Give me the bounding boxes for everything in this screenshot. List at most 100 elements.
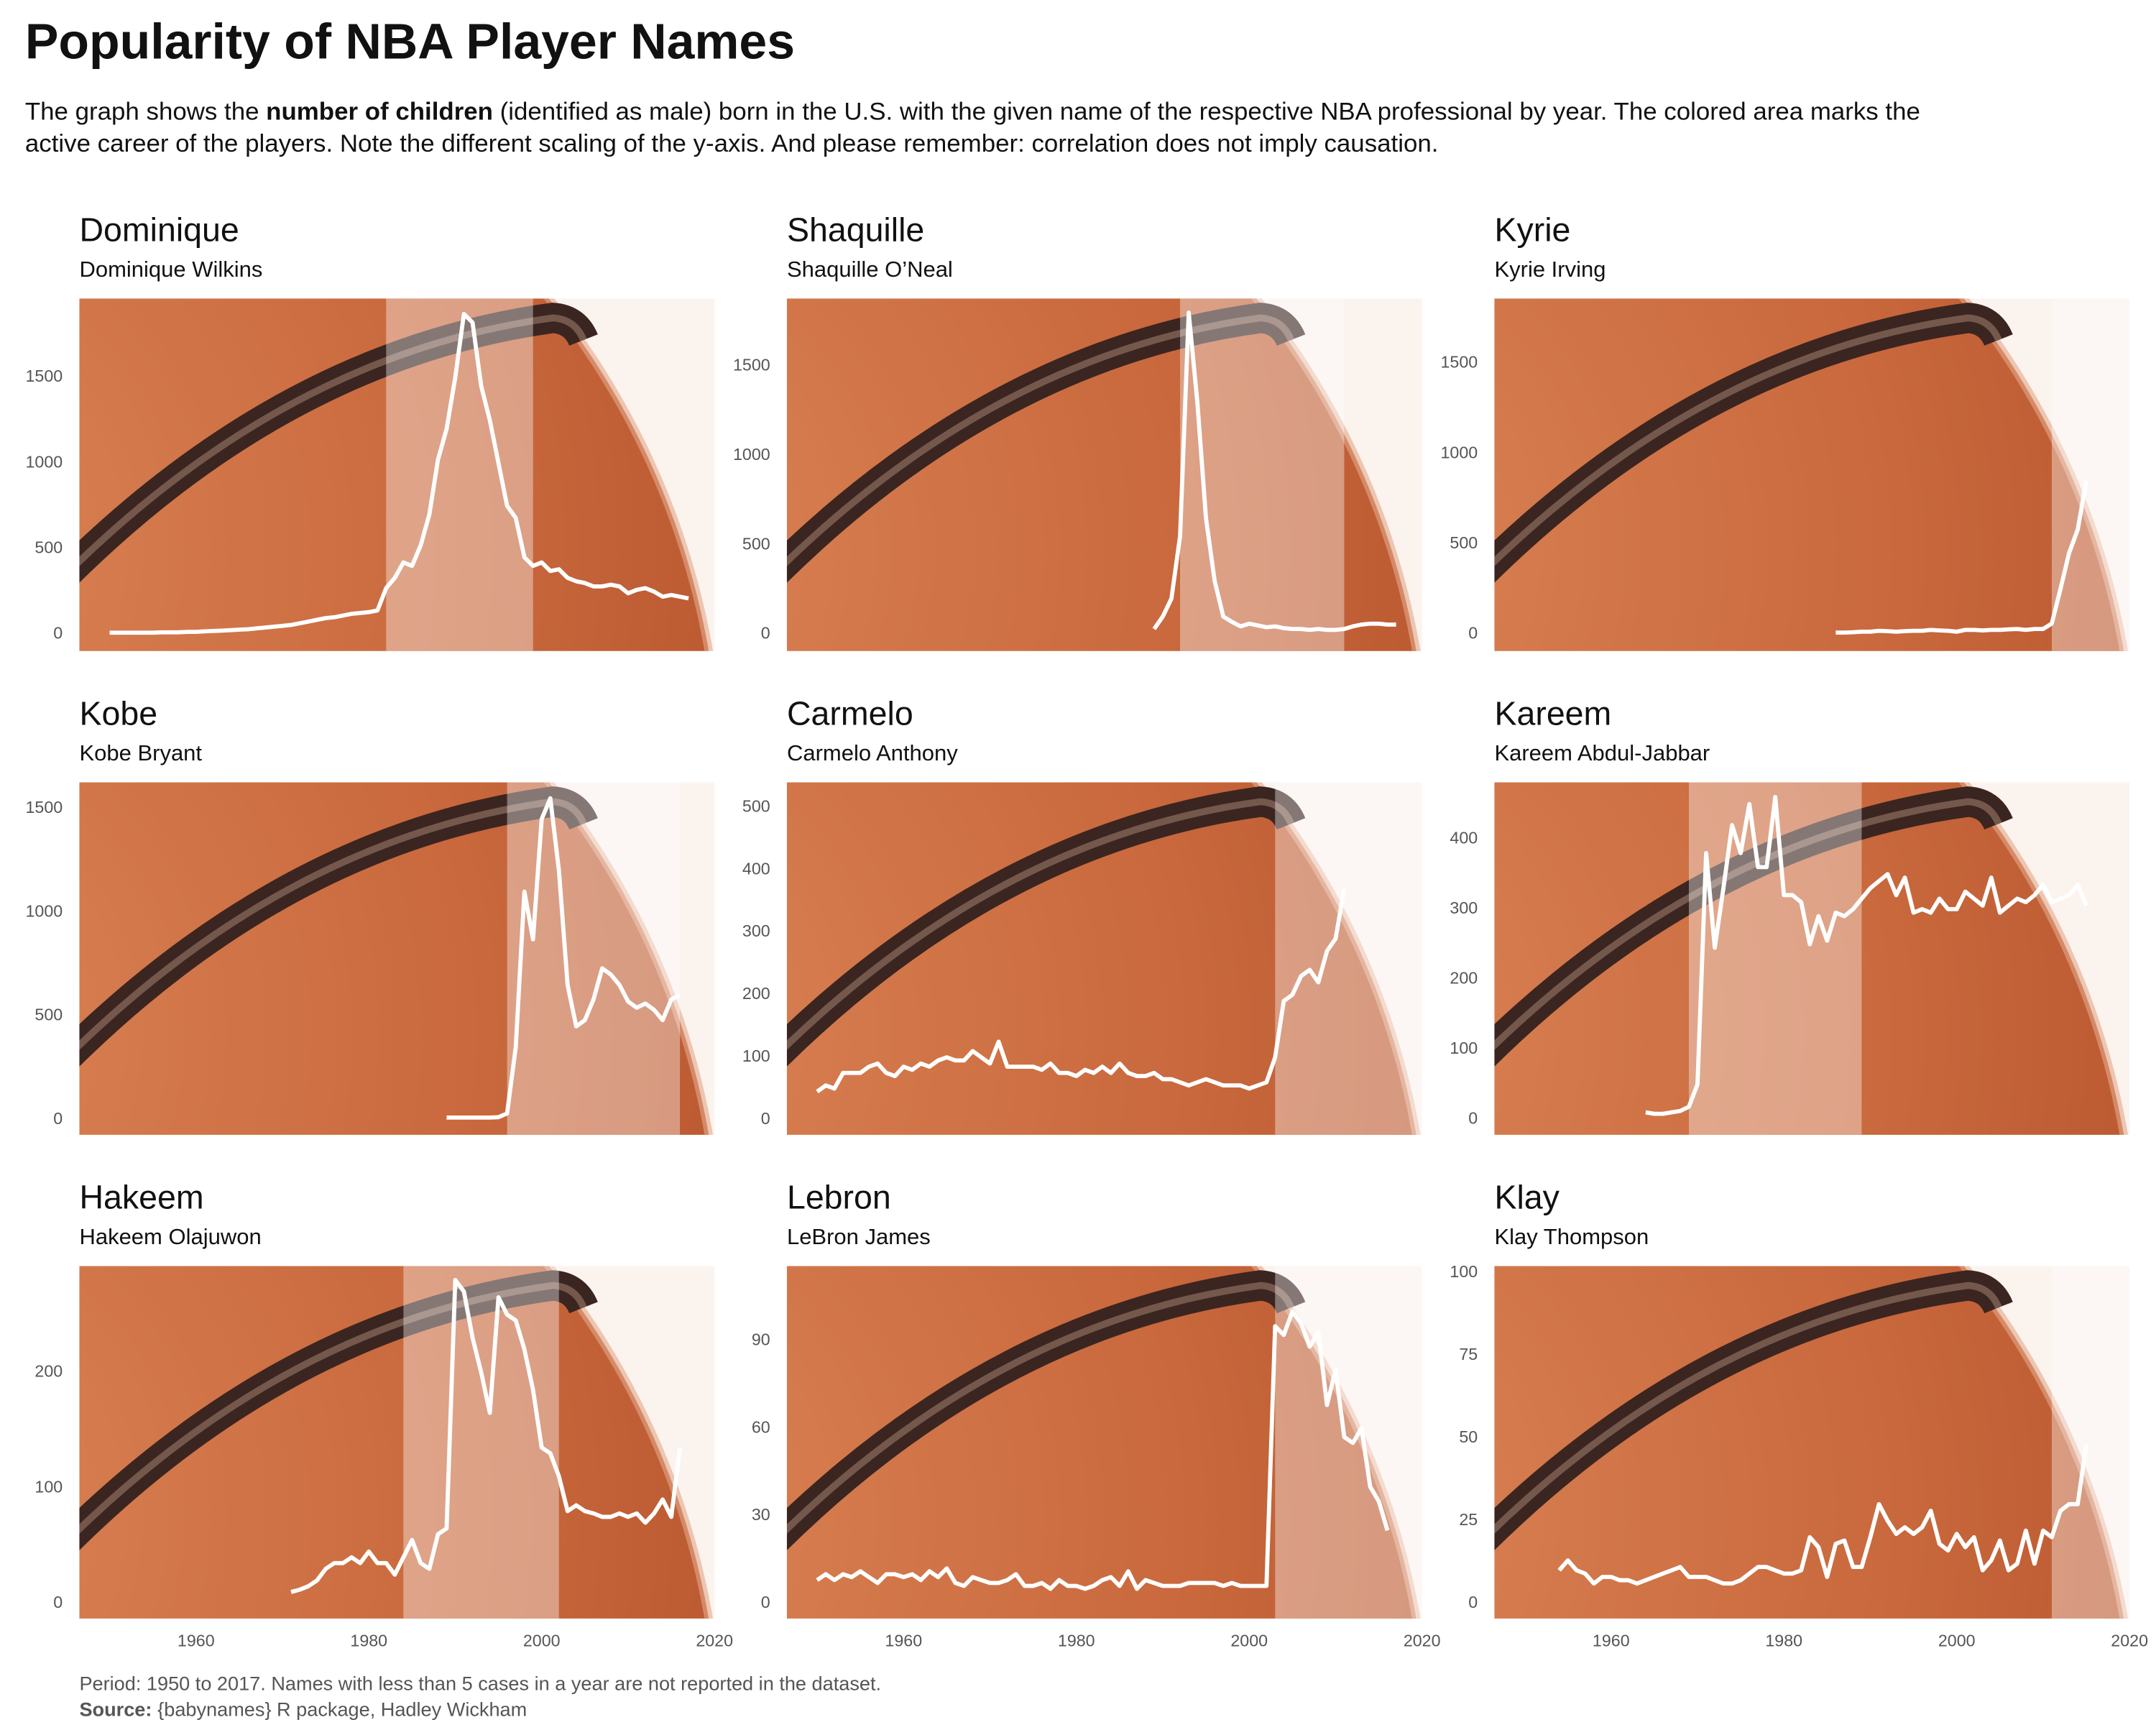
panel	[1494, 1266, 2130, 1619]
panel-title: Kareem	[1494, 695, 1611, 732]
ball	[79, 782, 714, 1135]
y-tick-label: 1500	[25, 798, 63, 816]
panel-title: Shaquille	[787, 211, 924, 248]
y-tick-label: 30	[752, 1505, 770, 1524]
panel	[79, 782, 715, 1135]
y-tick-label: 0	[1468, 1109, 1478, 1128]
x-tick-label: 2000	[1230, 1632, 1268, 1650]
panel	[786, 782, 1422, 1135]
panel-title: Klay	[1494, 1179, 1560, 1216]
source-line: Source: {babynames} R package, Hadley Wic…	[79, 1699, 527, 1721]
y-tick-label: 1500	[25, 367, 63, 385]
name-line	[1645, 795, 2088, 1116]
career-area	[1688, 782, 1862, 1135]
name-line	[1557, 1444, 2088, 1586]
x-tick-label: 1960	[885, 1632, 922, 1650]
name-line	[816, 1309, 1390, 1591]
name-line	[1152, 310, 1396, 632]
panel-subtitle: Kyrie Irving	[1494, 257, 1606, 282]
panel-subtitle: Shaquille O’Neal	[787, 257, 953, 282]
y-tick-label: 200	[1450, 969, 1478, 988]
panel-title: Hakeem	[79, 1179, 203, 1216]
source-text: {babynames} R package, Hadley Wickham	[157, 1699, 527, 1721]
x-tick-label: 2000	[523, 1632, 561, 1650]
subtitle-line: The graph shows the number of children (…	[25, 98, 1920, 126]
y-tick-label: 200	[34, 1362, 63, 1381]
panel-subtitle: Klay Thompson	[1494, 1224, 1649, 1249]
subtitle-text: The graph shows the	[25, 98, 266, 126]
panel-title: Dominique	[79, 211, 239, 248]
y-tick-label: 0	[761, 624, 770, 643]
y-tick-label: 100	[34, 1477, 63, 1496]
panel	[79, 298, 715, 651]
y-tick-label: 500	[1450, 533, 1478, 552]
panel	[79, 1266, 715, 1619]
ball	[79, 298, 714, 651]
panel-title: Kyrie	[1494, 211, 1570, 248]
y-tick-label: 400	[1450, 829, 1478, 847]
ball-seam-highlight	[786, 314, 1295, 566]
panel-title: Lebron	[787, 1179, 891, 1216]
panel-title: Kobe	[79, 695, 157, 732]
x-tick-label: 1960	[1593, 1632, 1630, 1650]
career-area	[1180, 298, 1345, 651]
name-line	[1835, 480, 2088, 635]
x-tick-label: 2020	[696, 1632, 733, 1650]
y-tick-label: 300	[742, 921, 770, 940]
x-tick-label: 1980	[1765, 1632, 1802, 1650]
y-tick-label: 50	[1459, 1427, 1478, 1446]
ball-seam-highlight	[1494, 1282, 2002, 1534]
y-tick-label: 25	[1459, 1510, 1478, 1529]
x-tick-label: 1980	[1058, 1632, 1095, 1650]
y-tick-label: 1000	[733, 445, 770, 464]
subtitle-bold: number of children	[266, 98, 493, 126]
ball-seam-highlight	[1494, 314, 2002, 566]
ball	[1494, 1266, 2129, 1619]
x-tick-label: 2020	[1404, 1632, 1441, 1650]
y-tick-label: 500	[34, 538, 63, 557]
y-tick-label: 0	[1468, 624, 1478, 643]
ball	[786, 298, 1421, 651]
career-area	[1275, 782, 1422, 1135]
name-line	[290, 1277, 682, 1594]
y-tick-label: 90	[752, 1330, 770, 1349]
footnote: Period: 1950 to 2017. Names with less th…	[79, 1673, 881, 1694]
name-line	[816, 888, 1347, 1094]
panel-title: Carmelo	[787, 695, 913, 732]
y-tick-label: 1000	[1440, 443, 1478, 461]
x-tick-label: 2020	[2111, 1632, 2148, 1650]
panel-subtitle: Hakeem Olajuwon	[79, 1224, 261, 1249]
ball	[1494, 298, 2129, 651]
ball-seam-highlight	[79, 314, 587, 566]
panel-subtitle: Carmelo Anthony	[787, 740, 958, 765]
y-tick-label: 500	[742, 534, 770, 553]
y-tick-label: 1000	[25, 452, 63, 471]
subtitle-line: active career of the players. Note the d…	[25, 130, 1439, 157]
name-line	[109, 311, 689, 635]
career-area	[2051, 298, 2130, 651]
x-tick-label: 1980	[350, 1632, 387, 1650]
subtitle-text: (identified as male) born in the U.S. wi…	[493, 98, 1920, 126]
panel-subtitle: Kareem Abdul-Jabbar	[1494, 740, 1710, 765]
page-title: Popularity of NBA Player Names	[25, 14, 795, 70]
panel-subtitle: LeBron James	[787, 1224, 931, 1249]
y-tick-label: 200	[742, 984, 770, 1003]
y-tick-label: 400	[742, 859, 770, 878]
ball	[79, 1266, 714, 1619]
ball-seam-highlight	[79, 1282, 587, 1534]
name-line	[446, 796, 681, 1120]
ball	[1494, 782, 2129, 1135]
panel-subtitle: Kobe Bryant	[79, 740, 202, 765]
ball	[786, 782, 1421, 1135]
x-tick-label: 2000	[1938, 1632, 1976, 1650]
career-area	[403, 1266, 559, 1619]
y-tick-label: 0	[761, 1109, 770, 1128]
panel	[1494, 298, 2130, 651]
y-tick-label: 1000	[25, 902, 63, 921]
y-tick-label: 100	[742, 1046, 770, 1065]
panel	[1494, 782, 2130, 1135]
ball-seam-highlight	[786, 1282, 1295, 1534]
ball-seam-highlight	[786, 798, 1295, 1050]
